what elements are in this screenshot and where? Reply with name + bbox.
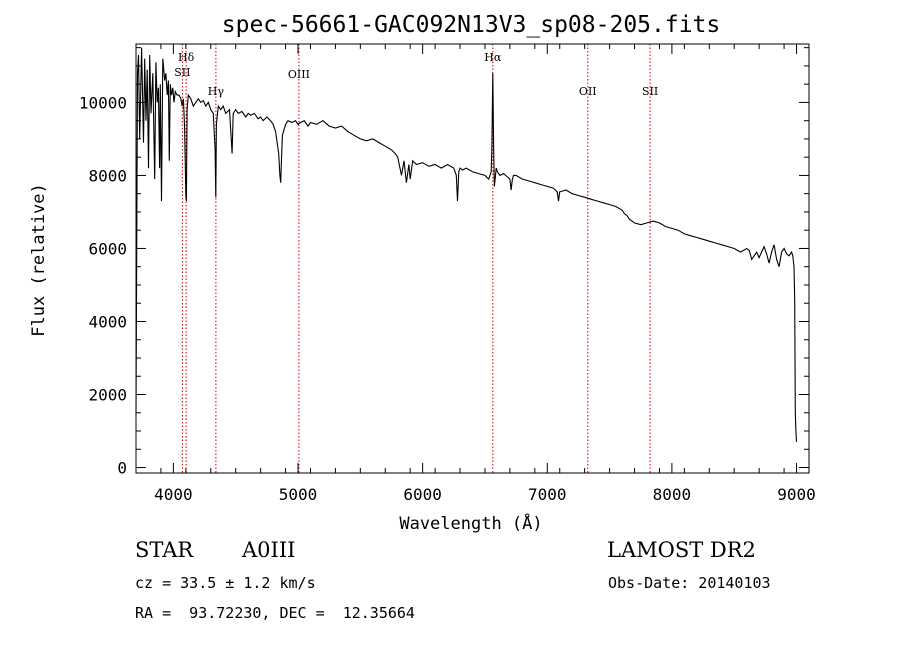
coordinates: RA = 93.72230, DEC = 12.35664	[135, 604, 415, 622]
redshift-value: cz = 33.5 ± 1.2 km/s	[135, 574, 316, 592]
reference-line-label: OIII	[288, 68, 310, 81]
y-axis-label: Flux (relative)	[29, 183, 49, 337]
chart-title: spec-56661-GAC092N13V3_sp08-205.fits	[222, 12, 721, 38]
x-tick-label: 9000	[777, 485, 816, 504]
object-class: STAR	[135, 538, 194, 562]
axis-ticks: 4000 5000 6000 7000 8000 9000 0 2000 4000 6000 800…	[79, 44, 816, 504]
spectrum-line	[135, 47, 798, 443]
x-axis-label: Wavelength (Å)	[399, 512, 542, 534]
y-tick-label: 0	[117, 459, 127, 478]
reference-line-label: OII	[579, 85, 597, 98]
y-tick-label: 4000	[88, 312, 127, 331]
x-tick-label: 4000	[154, 485, 193, 504]
plot-frame	[135, 43, 810, 474]
reference-line-label: SII	[174, 66, 190, 79]
x-tick-label: 7000	[528, 485, 567, 504]
reference-line-label: Hγ	[208, 85, 225, 98]
reference-line-label: SII	[642, 85, 658, 98]
reference-line-label: Hα	[484, 51, 502, 64]
object-subclass: A0III	[242, 538, 296, 562]
x-tick-label: 5000	[279, 485, 318, 504]
reference-line-label: Hδ	[178, 51, 195, 64]
reference-lines: Hδ SII Hγ OIII Hα OII SII	[174, 44, 658, 473]
x-tick-label: 6000	[403, 485, 442, 504]
y-tick-label: 10000	[79, 93, 127, 112]
x-tick-label: 8000	[653, 485, 692, 504]
y-tick-label: 8000	[88, 166, 127, 185]
survey-name: LAMOST DR2	[607, 538, 756, 562]
y-tick-label: 6000	[88, 239, 127, 258]
observation-date: Obs-Date: 20140103	[608, 574, 771, 592]
y-tick-label: 2000	[88, 386, 127, 405]
